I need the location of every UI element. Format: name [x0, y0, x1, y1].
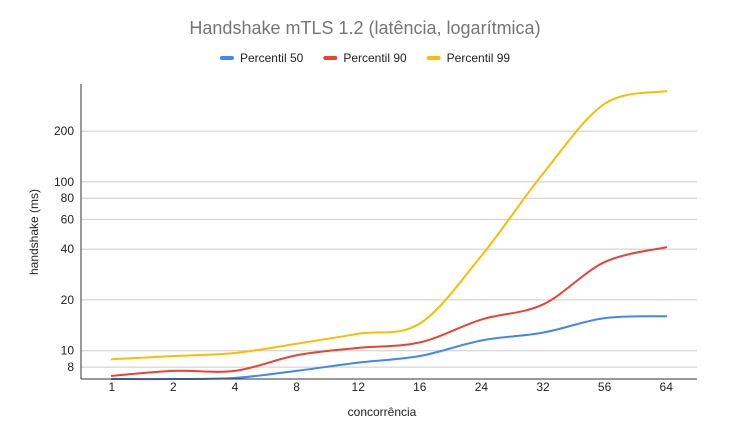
x-tick-label: 56 [598, 380, 612, 394]
series-line-1 [110, 315, 668, 381]
x-tick-label: 16 [413, 380, 427, 394]
y-tick-label: 200 [54, 124, 74, 138]
series-group [110, 90, 668, 381]
x-tick-label: 32 [536, 380, 550, 394]
legend-label: Percentil 50 [240, 51, 304, 65]
legend: Percentil 50 Percentil 90 Percentil 99 [219, 51, 511, 65]
series-line-2 [110, 246, 668, 377]
x-axis-label: concorrência [348, 405, 417, 419]
grid [81, 130, 697, 368]
y-axis-ticks: 8 10 20 40 60 80 100 200 [54, 124, 74, 374]
legend-swatch [323, 56, 338, 60]
series-line-3 [110, 90, 668, 361]
x-tick-label: 4 [232, 380, 239, 394]
legend-label: Percentil 90 [343, 51, 407, 65]
chart-title: Handshake mTLS 1.2 (latência, logarítmic… [189, 18, 540, 38]
y-tick-label: 10 [61, 344, 75, 358]
x-tick-label: 24 [475, 380, 489, 394]
legend-swatch [426, 56, 441, 60]
x-tick-label: 64 [660, 380, 674, 394]
y-tick-label: 100 [54, 175, 74, 189]
y-tick-label: 80 [61, 191, 75, 205]
y-tick-label: 8 [67, 360, 74, 374]
legend-swatch [219, 56, 234, 60]
x-tick-label: 8 [293, 380, 300, 394]
x-tick-label: 1 [108, 380, 115, 394]
y-tick-label: 60 [61, 212, 75, 226]
x-tick-label: 2 [170, 380, 177, 394]
y-tick-label: 40 [61, 242, 75, 256]
legend-label: Percentil 99 [447, 51, 511, 65]
y-tick-label: 20 [61, 293, 75, 307]
x-axis-ticks: 1 2 4 8 12 16 24 32 56 64 [108, 380, 673, 394]
y-axis-label: handshake (ms) [27, 189, 41, 275]
x-tick-label: 12 [352, 380, 366, 394]
